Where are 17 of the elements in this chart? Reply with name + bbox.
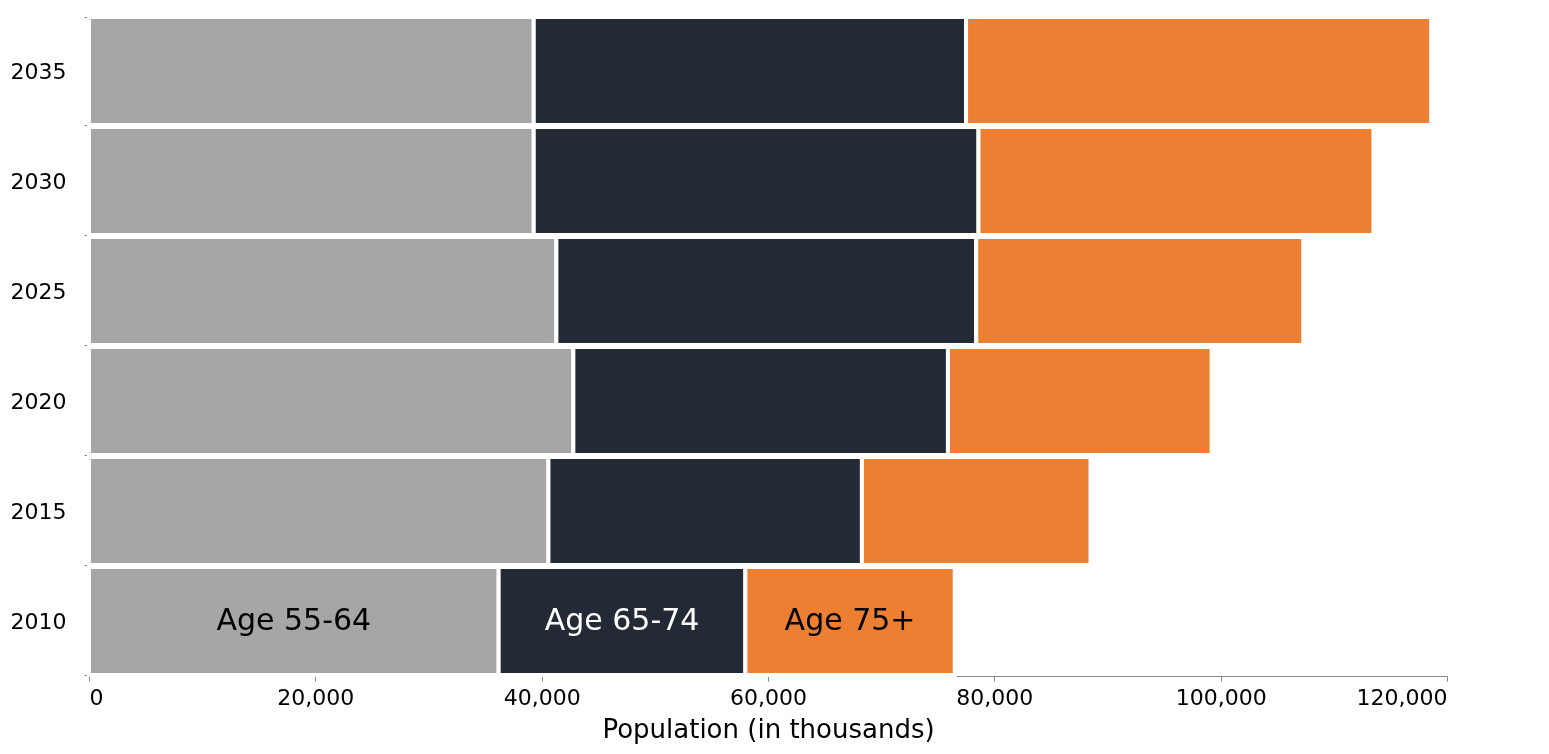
x-tick-label: 20,000 [277, 684, 355, 710]
x-axis-title: Population (in thousands) [602, 713, 935, 744]
y-tick-label: 2035 [10, 58, 67, 84]
x-tick-label: 100,000 [1175, 684, 1267, 710]
y-tick-label: 2015 [10, 498, 67, 524]
x-tick-label: 120,000 [1356, 684, 1448, 710]
y-tick-label: 2030 [10, 168, 67, 194]
y-tick-label: 2025 [10, 278, 67, 304]
x-tick-label: 0 [89, 684, 104, 710]
series-label: Age 55-64 [216, 602, 372, 637]
y-tick-label: 2020 [10, 388, 67, 414]
series-label: Age 75+ [784, 602, 916, 637]
x-tick-label: 60,000 [730, 684, 807, 710]
y-tick-label: 2010 [10, 608, 67, 634]
series-label: Age 65-74 [544, 602, 700, 637]
x-tick-label: 40,000 [503, 684, 581, 710]
x-tick-label: 80,000 [956, 684, 1034, 710]
